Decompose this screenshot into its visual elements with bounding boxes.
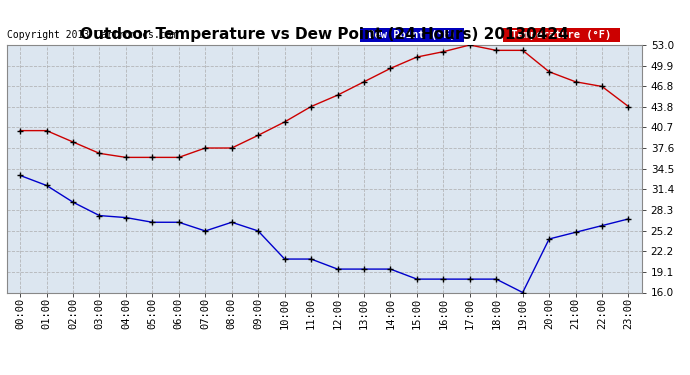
Title: Outdoor Temperature vs Dew Point (24 Hours) 20130424: Outdoor Temperature vs Dew Point (24 Hou… [80, 27, 569, 42]
Text: Temperature (°F): Temperature (°F) [505, 30, 618, 40]
Text: Copyright 2013 Cartronics.com: Copyright 2013 Cartronics.com [7, 30, 177, 40]
Text: Dew Point (°F): Dew Point (°F) [362, 30, 462, 40]
